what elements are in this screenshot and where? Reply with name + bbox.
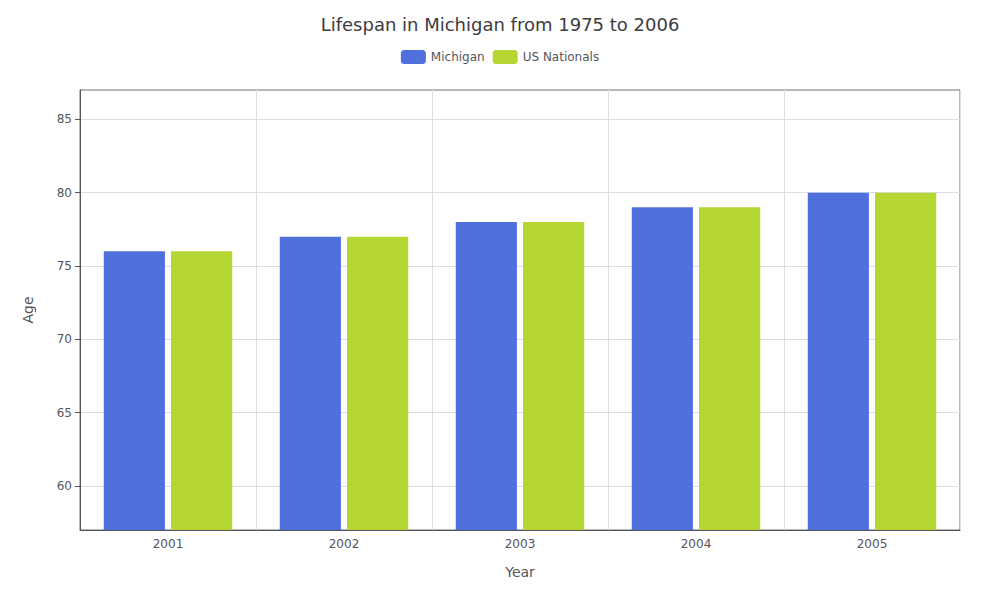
svg-text:2003: 2003 xyxy=(505,537,536,551)
svg-text:US Nationals: US Nationals xyxy=(523,50,599,64)
svg-text:2005: 2005 xyxy=(857,537,888,551)
svg-text:2004: 2004 xyxy=(681,537,712,551)
svg-text:2001: 2001 xyxy=(153,537,184,551)
svg-text:80: 80 xyxy=(57,186,72,200)
svg-text:65: 65 xyxy=(57,406,72,420)
svg-text:Year: Year xyxy=(504,564,535,580)
svg-text:85: 85 xyxy=(57,112,72,126)
svg-text:Lifespan in Michigan from 1975: Lifespan in Michigan from 1975 to 2006 xyxy=(321,14,680,35)
svg-text:75: 75 xyxy=(57,259,72,273)
svg-text:70: 70 xyxy=(57,332,72,346)
svg-text:Michigan: Michigan xyxy=(431,50,485,64)
svg-text:60: 60 xyxy=(57,479,72,493)
svg-text:2002: 2002 xyxy=(329,537,360,551)
svg-text:Age: Age xyxy=(20,296,36,323)
